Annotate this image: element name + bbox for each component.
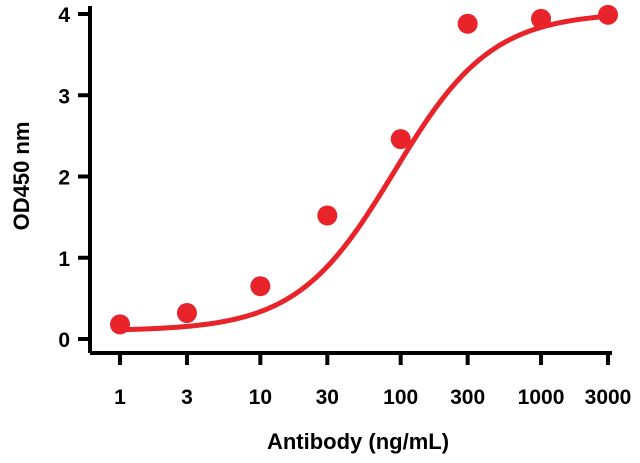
axes [88,6,612,355]
x-tick-label: 1 [114,386,126,409]
x-axis-title: Antibody (ng/mL) [267,429,449,454]
data-point [598,4,618,25]
data-point [390,129,411,150]
x-tick-label: 10 [249,386,272,409]
data-point [110,314,130,335]
x-tick-label: 3 [181,386,193,409]
y-tick-label: 0 [58,329,70,352]
y-tick-label: 2 [58,167,70,190]
y-tick-label: 4 [58,4,70,27]
data-point [531,8,552,29]
data-point [317,205,338,226]
data-point [176,303,197,323]
x-tick-label: 1000 [518,386,565,409]
x-tick-label: 100 [383,386,418,409]
fit-curve [117,13,611,333]
data-point [457,13,478,34]
data-point [250,276,271,297]
x-tick-label: 30 [316,386,339,409]
x-tick-label: 3000 [585,386,632,409]
x-ticks: 1 3 10 30 100 300 1000 3000 [114,353,631,409]
y-tick-label: 3 [58,85,70,108]
y-ticks: 0 1 2 3 4 [58,4,90,352]
data-points [110,4,618,335]
y-axis-title: OD450 nm [9,122,34,231]
y-tick-label: 1 [58,248,70,271]
x-tick-label: 300 [450,386,485,409]
